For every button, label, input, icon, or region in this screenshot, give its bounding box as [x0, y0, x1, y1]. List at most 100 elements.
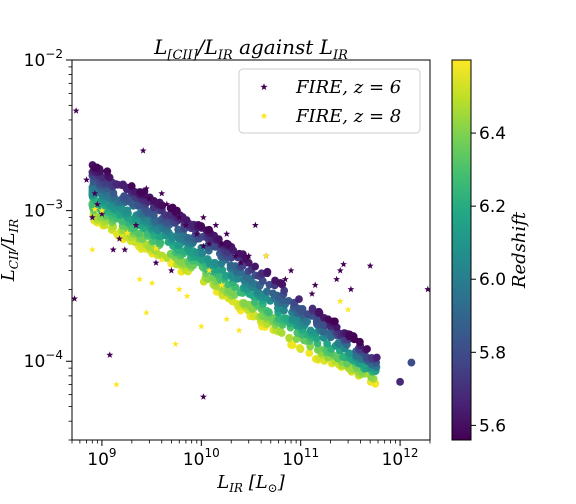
- data-point-circle: [308, 304, 317, 313]
- star-points: [72, 107, 430, 400]
- data-point-star-z6: [116, 235, 123, 242]
- data-point-circle: [396, 377, 404, 386]
- data-point-star-z6: [132, 221, 140, 229]
- data-point-circle: [91, 163, 100, 172]
- data-point-star-z6: [152, 259, 160, 266]
- data-point-circle: [287, 340, 296, 349]
- data-point-star-z6: [158, 189, 166, 197]
- data-point-star-z6: [142, 185, 150, 192]
- x-axis-ticks: 109 1010 1011 1012: [71, 440, 431, 470]
- x-tick-label: 1010: [183, 446, 220, 470]
- data-point-circle: [223, 240, 232, 249]
- data-point-star-z6: [424, 285, 430, 293]
- data-point-star-z6: [88, 213, 96, 221]
- data-point-circle: [285, 333, 294, 342]
- data-point-star-z6: [340, 260, 347, 268]
- data-point-circle: [103, 167, 112, 176]
- data-point-circle: [127, 182, 136, 190]
- data-point-circle: [112, 180, 121, 189]
- data-point-circle: [119, 180, 127, 189]
- legend-label-z8: FIRE, z = 8: [295, 106, 401, 127]
- data-point-circle: [203, 255, 212, 263]
- x-tick-label: 1012: [382, 446, 419, 470]
- data-point-star-z8: [136, 275, 144, 283]
- data-point-star-z6: [287, 266, 295, 274]
- data-point-circle: [155, 232, 164, 241]
- data-point-circle: [182, 216, 191, 225]
- data-point-star-z8: [167, 259, 175, 266]
- legend-markers: [260, 83, 268, 120]
- colorbar-label: Redshift: [509, 211, 530, 289]
- data-point-circle: [214, 235, 223, 244]
- data-point-circle: [174, 225, 183, 234]
- data-point-circle: [332, 323, 341, 332]
- data-point-star-z8: [152, 244, 160, 252]
- data-point-circle: [295, 295, 303, 304]
- axes-frame: [71, 59, 431, 441]
- colorbar-tick-label: 5.8: [479, 343, 506, 363]
- data-point-star-z6: [199, 213, 207, 221]
- y-tick-label: 10−2: [24, 47, 63, 71]
- circle-points: [88, 161, 416, 388]
- data-point-star-z8: [148, 279, 156, 287]
- legend-marker-z8: [260, 112, 268, 120]
- y-tick-label: 10−4: [24, 348, 63, 372]
- data-point-star-z6: [163, 200, 171, 208]
- data-point-star-z8: [197, 322, 205, 330]
- data-point-star-z6: [93, 200, 101, 208]
- data-point-circle: [120, 192, 129, 201]
- data-point-star-z6: [336, 266, 344, 274]
- data-point-star-z6: [223, 230, 231, 237]
- data-point-circle: [211, 259, 220, 267]
- x-tick-label: 1011: [282, 446, 319, 470]
- data-point-star-z6: [205, 240, 213, 247]
- data-point-star-z6: [333, 275, 341, 283]
- colorbar-ticks: 5.6 5.8 6.0 6.2 6.4: [471, 124, 506, 436]
- data-point-circle: [296, 345, 305, 354]
- data-point-star-z6: [121, 246, 129, 253]
- data-point-star-z6: [199, 393, 207, 400]
- x-axis-label: LIR [L⊙]: [216, 472, 286, 495]
- x-tick-label: 109: [87, 446, 116, 470]
- data-point-star-z6: [231, 252, 239, 259]
- data-point-star-z6: [72, 107, 80, 114]
- plot-area: [72, 107, 430, 400]
- data-point-circle: [276, 327, 285, 336]
- legend-box: [238, 68, 421, 134]
- data-point-circle: [276, 279, 285, 287]
- data-point-circle: [363, 345, 371, 353]
- data-point-circle: [407, 358, 416, 367]
- data-point-star-z8: [88, 246, 96, 253]
- data-point-circle: [168, 203, 177, 212]
- data-point-circle: [228, 288, 236, 297]
- colorbar-tick-label: 5.6: [479, 416, 506, 436]
- data-point-star-z6: [366, 262, 374, 269]
- data-point-circle: [339, 352, 347, 361]
- data-point-circle: [239, 299, 248, 308]
- data-point-star-z6: [106, 351, 114, 358]
- data-point-circle: [315, 308, 324, 317]
- data-point-star-z6: [193, 230, 201, 237]
- data-point-circle: [306, 326, 315, 335]
- data-point-star-z6: [98, 210, 106, 217]
- data-point-star-z6: [218, 240, 226, 247]
- data-point-circle: [123, 206, 132, 215]
- data-point-circle: [280, 306, 288, 315]
- data-point-star-z6: [145, 195, 153, 202]
- colorbar-gradient: [451, 59, 472, 441]
- colorbar-tick-label: 6.4: [479, 124, 506, 144]
- data-point-star-z6: [237, 259, 245, 266]
- data-point-circle: [137, 188, 146, 197]
- data-point-star-z6: [311, 281, 319, 289]
- data-point-star-z8: [123, 229, 131, 236]
- data-point-circle: [251, 262, 260, 271]
- data-point-star-z6: [245, 252, 253, 259]
- data-point-star-z8: [98, 207, 106, 214]
- legend-marker-z6: [260, 83, 268, 91]
- data-point-circle: [150, 196, 158, 205]
- data-point-star-z6: [91, 189, 99, 197]
- data-point-circle: [372, 353, 381, 362]
- data-point-star-z8: [218, 281, 226, 289]
